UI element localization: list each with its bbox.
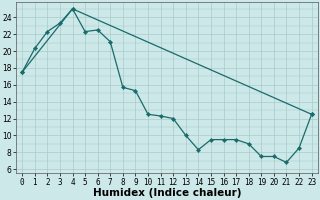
X-axis label: Humidex (Indice chaleur): Humidex (Indice chaleur) [93,188,241,198]
